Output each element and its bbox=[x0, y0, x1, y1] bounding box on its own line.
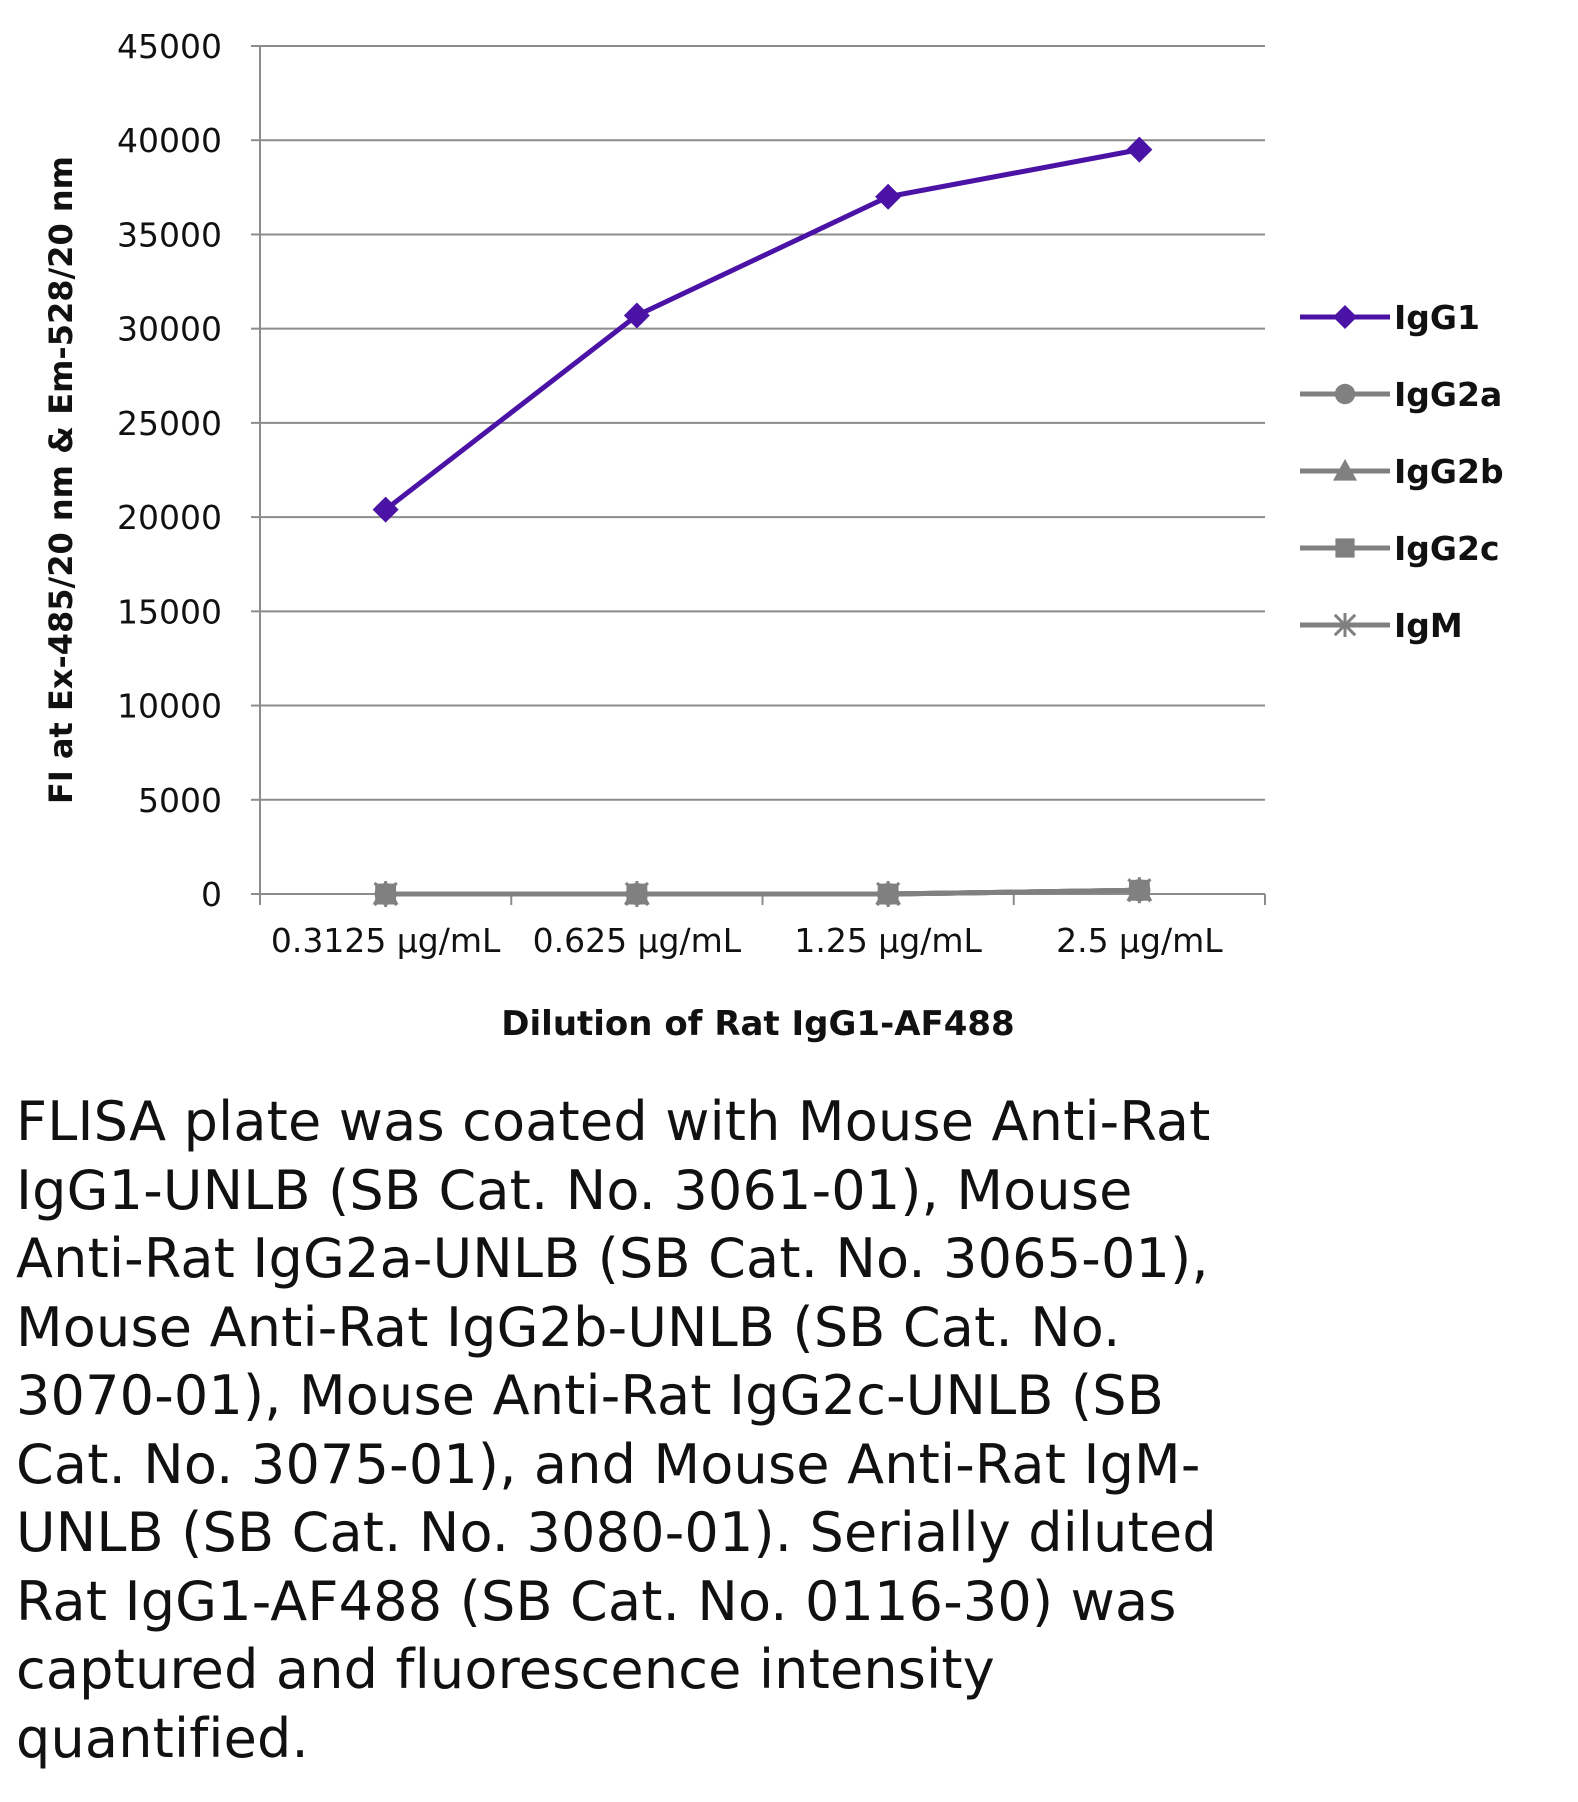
data-point bbox=[623, 302, 650, 329]
y-tick-label: 5000 bbox=[138, 781, 222, 820]
y-tick-label: 45000 bbox=[117, 27, 222, 66]
data-point bbox=[1128, 879, 1151, 902]
data-point bbox=[374, 882, 397, 906]
legend-item-igg2c: IgG2c bbox=[1300, 529, 1500, 568]
axes bbox=[251, 45, 1266, 905]
series-igg2a bbox=[374, 879, 1151, 906]
x-tick-label: 1.25 µg/mL bbox=[794, 921, 982, 960]
data-point bbox=[1333, 613, 1357, 637]
line-chart: 0 5000 10000 15000 20000 25000 30000 35000 40000… bbox=[42, 27, 1504, 1044]
x-tick-label: 0.3125 µg/mL bbox=[271, 921, 501, 960]
x-axis-label: Dilution of Rat IgG1-AF488 bbox=[501, 1004, 1014, 1044]
y-tick-label: 15000 bbox=[117, 592, 222, 631]
y-tick-label: 10000 bbox=[117, 687, 222, 726]
series-line bbox=[385, 887, 1140, 897]
y-tick-label: 20000 bbox=[117, 498, 222, 537]
y-tick-label: 25000 bbox=[117, 404, 222, 443]
data-point bbox=[1333, 305, 1357, 329]
y-axis-label: FI at Ex-485/20 nm & Em-528/20 nm bbox=[42, 156, 80, 804]
legend-label: IgG2a bbox=[1394, 375, 1502, 414]
legend-label: IgG2c bbox=[1394, 529, 1500, 568]
legend-label: IgG1 bbox=[1394, 298, 1480, 337]
legend-label: IgG2b bbox=[1394, 452, 1504, 491]
series bbox=[372, 136, 1153, 907]
legend-label: IgM bbox=[1394, 606, 1463, 645]
x-tick-labels: 0.3125 µg/mL 0.625 µg/mL 1.25 µg/mL 2.5 µg/… bbox=[271, 921, 1223, 960]
x-tick-label: 2.5 µg/mL bbox=[1056, 921, 1223, 960]
data-point bbox=[875, 183, 902, 210]
series-line bbox=[384, 147, 1140, 512]
data-point bbox=[1126, 136, 1153, 163]
y-tick-label: 0 bbox=[201, 875, 222, 914]
data-point bbox=[1335, 538, 1355, 558]
data-point bbox=[372, 496, 399, 523]
legend-item-igg2a: IgG2a bbox=[1300, 375, 1502, 414]
legend: IgG1 IgG2a IgG2b IgG2c IgM bbox=[1300, 298, 1504, 645]
legend-item-igg2b: IgG2b bbox=[1300, 452, 1504, 491]
y-tick-labels: 0 5000 10000 15000 20000 25000 30000 35000 40000… bbox=[117, 27, 222, 914]
legend-item-igg1: IgG1 bbox=[1300, 298, 1480, 337]
series-igg1 bbox=[372, 136, 1153, 523]
data-point bbox=[1333, 459, 1357, 481]
y-tick-label: 35000 bbox=[117, 215, 222, 254]
data-point bbox=[625, 882, 648, 906]
gridlines bbox=[260, 45, 1265, 801]
y-tick-label: 30000 bbox=[117, 310, 222, 349]
figure-caption: FLISA plate was coated with Mouse Anti-R… bbox=[16, 1090, 1217, 1770]
legend-item-igm: IgM bbox=[1300, 606, 1463, 645]
data-point bbox=[1334, 383, 1356, 405]
data-point bbox=[877, 882, 900, 906]
x-tick-label: 0.625 µg/mL bbox=[533, 921, 742, 960]
y-tick-label: 40000 bbox=[117, 121, 222, 160]
